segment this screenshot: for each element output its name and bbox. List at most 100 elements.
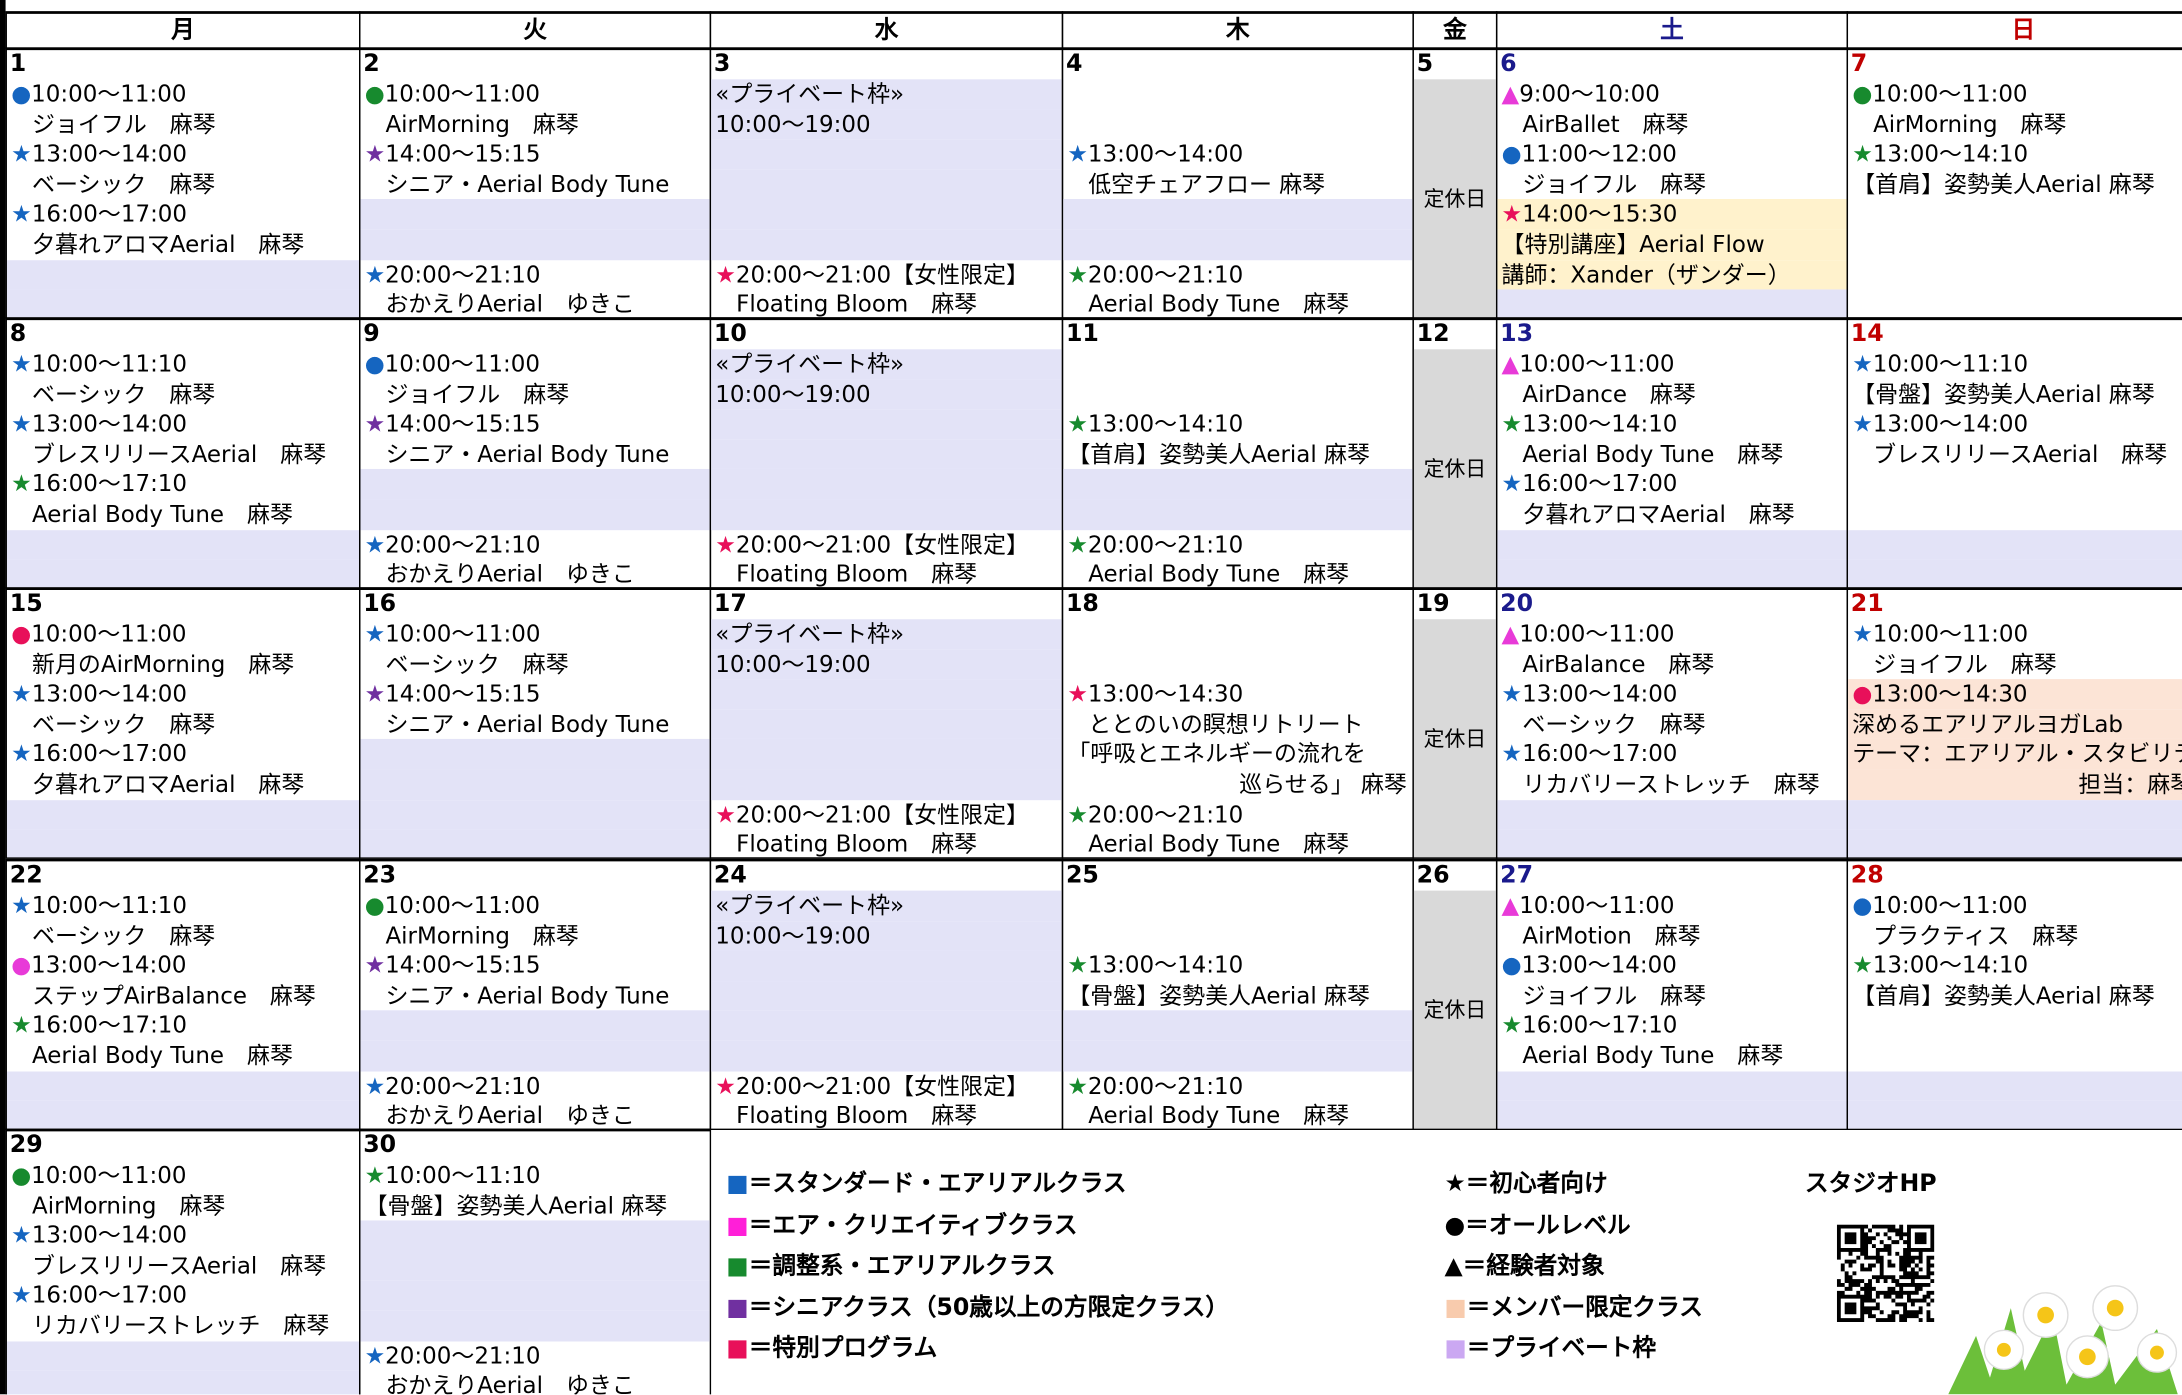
day-cell: 30 ★10:00～11:10 【骨盤】姿勢美人Aerial 麻琴 ★20:00～21… xyxy=(359,1128,712,1395)
date-number: 8 xyxy=(9,320,27,348)
slot-line: 【首肩】姿勢美人Aerial 麻琴 xyxy=(1848,169,2182,199)
level-mark: ★ xyxy=(11,350,32,378)
class-text: 【骨盤】姿勢美人Aerial 麻琴 xyxy=(1852,380,2155,408)
class-time: 20:00～21:10 xyxy=(1087,1072,1244,1099)
class-text: ベーシック 麻琴 xyxy=(1522,710,1706,738)
slot-line: ★20:00～21:10 xyxy=(360,1071,709,1101)
slot-line xyxy=(711,1040,1062,1071)
class-text: 【首肩】姿勢美人Aerial 麻琴 xyxy=(1067,440,1370,468)
slot-line: ★16:00～17:10 xyxy=(7,470,359,500)
level-mark: ★ xyxy=(1501,1012,1523,1039)
level-mark: ● xyxy=(364,892,385,919)
closed-label: 定休日 xyxy=(1413,79,1496,318)
legend-item: ▲＝経験者対象 xyxy=(1444,1245,1604,1280)
slot-line: ★14:00～15:15 xyxy=(360,679,709,709)
slot-line: ★16:00～17:00 xyxy=(7,1281,359,1311)
slot-line: シニア・Aerial Body Tune xyxy=(360,169,709,199)
slot-line xyxy=(1497,559,1847,588)
level-mark: ★ xyxy=(1852,350,1873,378)
class-text: 巡らせる」 麻琴 xyxy=(1239,770,1407,798)
class-text: おかえりAerial ゆきこ xyxy=(385,1102,635,1129)
slot-line: ジョイフル 麻琴 xyxy=(360,379,709,409)
class-text: 低空チェアフロー 麻琴 xyxy=(1088,170,1326,198)
legend-text: ＝シニアクラス（50歳以上の方限定クラス） xyxy=(748,1293,1230,1322)
class-time: 13:00～14:00 xyxy=(31,1222,188,1249)
legend-text: ＝スタンダード・エアリアルクラス xyxy=(748,1170,1127,1199)
slot-line: シニア・Aerial Body Tune xyxy=(360,981,709,1011)
class-time: 10:00～11:00 xyxy=(31,80,187,108)
slot-line: ▲10:00～11:00 xyxy=(1497,891,1846,921)
slot-line: ★13:00～14:10 xyxy=(1063,409,1412,439)
slot-line: AirBalance 麻琴 xyxy=(1497,649,1846,679)
class-text: 深めるエアリアルヨガLab xyxy=(1852,710,2124,738)
slot-line: ★13:00～14:10 xyxy=(1848,951,2182,981)
level-mark: ★ xyxy=(11,470,32,498)
class-text: Aerial Body Tune 麻琴 xyxy=(1088,291,1350,318)
date-number: 28 xyxy=(1850,861,1884,890)
slot-line: 夕暮れアロマAerial 麻琴 xyxy=(1497,500,1846,530)
slot-line: Floating Bloom 麻琴 xyxy=(711,560,1062,587)
date-number: 13 xyxy=(1500,320,1534,348)
legend-item: ■＝特別プログラム xyxy=(726,1328,937,1363)
date-number: 10 xyxy=(713,320,747,348)
date-number: 2 xyxy=(363,50,380,78)
class-text: «プライベート枠» xyxy=(715,350,905,378)
class-text: 【首肩】姿勢美人Aerial 麻琴 xyxy=(1852,982,2155,1009)
date-number: 23 xyxy=(363,861,397,890)
day-cell: 17 «プライベート枠» 10:00～19:00 ★20:00～21:00【女性限定】… xyxy=(709,587,1064,859)
slot-line: ★13:00～14:30 xyxy=(1063,679,1412,709)
class-time: 16:00～17:00 xyxy=(1522,470,1678,498)
class-text: AirDance 麻琴 xyxy=(1522,380,1696,408)
slot-line: 【骨盤】姿勢美人Aerial 麻琴 xyxy=(360,1191,709,1221)
level-mark: ● xyxy=(11,620,32,648)
class-text: 「呼吸とエネルギーの流れを xyxy=(1067,740,1366,768)
class-text: おかえりAerial ゆきこ xyxy=(385,561,635,588)
slot-line xyxy=(1848,529,2182,560)
class-text: AirBalance 麻琴 xyxy=(1522,650,1715,678)
legend-item: ●＝オールレベル xyxy=(1444,1204,1630,1239)
level-mark: ★ xyxy=(1067,140,1088,168)
slot-line xyxy=(360,829,710,858)
legend-symbol: ★ xyxy=(1444,1170,1466,1199)
slot-line: ★16:00～17:10 xyxy=(1497,1011,1846,1041)
slot-line: ★13:00～14:10 xyxy=(1063,951,1412,981)
slot-line: AirBallet 麻琴 xyxy=(1497,109,1846,139)
class-time: 10:00～11:10 xyxy=(31,350,188,378)
level-mark: ★ xyxy=(11,1012,32,1039)
class-text: Floating Bloom 麻琴 xyxy=(736,831,978,858)
day-cell: 6 ▲9:00～10:00 AirBallet 麻琴 ●11:00～12:00 ジョイフ… xyxy=(1495,47,1849,319)
day-cell: 4 ★13:00～14:00 低空チェアフロー 麻琴 ★20:00～21:10 Aeri… xyxy=(1061,47,1414,319)
slot-line: Floating Bloom 麻琴 xyxy=(711,1101,1062,1128)
class-text: ジョイフル 麻琴 xyxy=(1873,650,2057,678)
slot-line xyxy=(1497,799,1847,830)
slot-line: AirMorning 麻琴 xyxy=(360,109,709,139)
slot-line: Aerial Body Tune 麻琴 xyxy=(7,500,359,530)
slot-line xyxy=(360,739,710,770)
date-number: 15 xyxy=(9,590,43,618)
slot-line xyxy=(1497,829,1847,858)
class-time: 13:00～14:00 xyxy=(1522,680,1678,708)
level-mark: ★ xyxy=(1067,1072,1088,1099)
date-number: 25 xyxy=(1065,861,1099,890)
legend-symbol: ■ xyxy=(1444,1334,1467,1363)
legend-text: ＝プライベート枠 xyxy=(1466,1334,1657,1363)
slot-line xyxy=(711,769,1062,800)
qr-code xyxy=(1836,1224,1935,1323)
level-mark: ★ xyxy=(364,952,386,979)
slot-line xyxy=(360,799,710,830)
class-text: リカバリーストレッチ 麻琴 xyxy=(1522,770,1820,798)
level-mark: ★ xyxy=(1852,620,1873,648)
slot-line: Aerial Body Tune 麻琴 xyxy=(1063,1101,1412,1128)
level-mark: ★ xyxy=(715,531,736,558)
slot-line xyxy=(360,1250,710,1281)
slot-line: ★14:00～15:15 xyxy=(360,409,709,439)
slot-line xyxy=(711,679,1062,710)
weekday-header: 日 xyxy=(1846,11,2182,49)
day-cell: 23 ●10:00～11:00 AirMorning 麻琴 ★14:00～15:15 シ… xyxy=(359,858,712,1130)
level-mark: ★ xyxy=(364,680,386,708)
slot-line xyxy=(6,1340,360,1371)
slot-line: 低空チェアフロー 麻琴 xyxy=(1063,169,1412,199)
class-text: 夕暮れアロマAerial 麻琴 xyxy=(32,770,305,798)
slot-line xyxy=(1063,229,1413,260)
slot-line xyxy=(1063,499,1413,530)
